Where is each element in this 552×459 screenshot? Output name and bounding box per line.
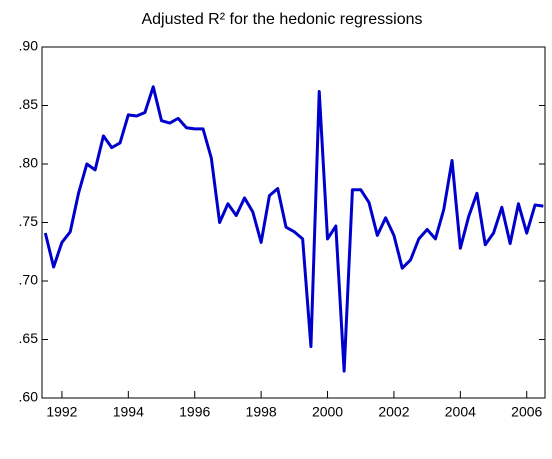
x-tick-label: 1994	[113, 404, 144, 420]
x-tick-label: 2000	[312, 404, 343, 420]
x-tick-label: 2006	[511, 404, 542, 420]
x-tick-label: 1996	[179, 404, 210, 420]
y-tick-label: .65	[19, 330, 39, 346]
y-tick-label: .90	[19, 38, 39, 54]
y-tick-label: .75	[19, 213, 39, 229]
x-tick-label: 1992	[46, 404, 77, 420]
chart-title: Adjusted R² for the hedonic regressions	[141, 11, 422, 28]
data-line	[43, 85, 544, 373]
x-tick-label: 2004	[445, 404, 476, 420]
x-tick-label: 1998	[246, 404, 277, 420]
y-tick-label: .70	[19, 272, 39, 288]
y-tick-label: .80	[19, 155, 39, 171]
y-tick-label: .60	[19, 389, 39, 405]
plot-frame	[41, 46, 546, 399]
x-tick-label: 2002	[378, 404, 409, 420]
y-tick-label: .85	[19, 96, 39, 112]
